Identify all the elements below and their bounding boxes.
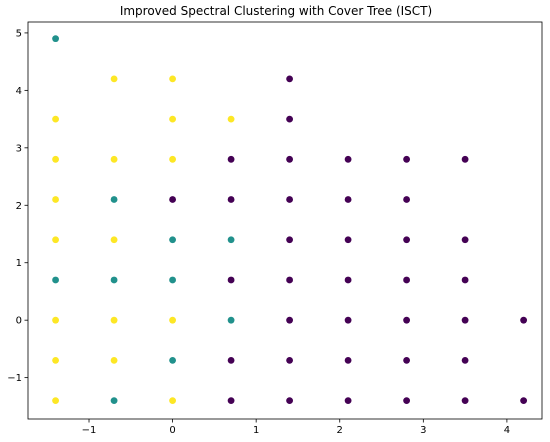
y-tick-label: 0 (16, 316, 22, 327)
data-point-cluster-0 (461, 276, 469, 284)
data-point-cluster-2 (52, 316, 59, 324)
data-point-cluster-1 (169, 276, 176, 284)
data-point-cluster-2 (169, 316, 176, 324)
data-point-cluster-2 (52, 196, 59, 203)
data-point-cluster-0 (403, 397, 411, 405)
data-point-cluster-0 (344, 316, 352, 324)
data-point-cluster-0 (461, 236, 469, 244)
data-point-cluster-0 (461, 397, 469, 405)
plot-area (27, 21, 543, 420)
data-point-cluster-0 (169, 196, 176, 203)
data-point-cluster-2 (169, 155, 176, 163)
data-point-cluster-1 (227, 316, 235, 324)
data-point-cluster-0 (344, 196, 352, 203)
data-point-cluster-0 (344, 356, 352, 364)
data-point-cluster-1 (110, 397, 118, 405)
data-point-cluster-0 (286, 236, 293, 244)
data-point-cluster-2 (110, 356, 118, 364)
data-point-cluster-0 (403, 196, 411, 203)
data-point-cluster-0 (403, 155, 411, 163)
data-point-cluster-2 (110, 75, 118, 83)
data-point-cluster-0 (403, 316, 411, 324)
y-axis: −1 0 1 2 3 4 5 (7, 28, 28, 384)
data-point-cluster-0 (461, 356, 469, 364)
data-point-cluster-2 (110, 316, 118, 324)
data-point-cluster-2 (52, 397, 59, 405)
data-point-cluster-0 (286, 196, 293, 203)
data-point-cluster-2 (110, 236, 118, 244)
data-point-cluster-2 (110, 155, 118, 163)
data-point-cluster-1 (52, 276, 59, 284)
data-point-cluster-2 (169, 397, 176, 405)
data-point-cluster-0 (227, 397, 235, 405)
data-point-cluster-0 (403, 276, 411, 284)
data-point-cluster-0 (227, 356, 235, 364)
x-tick-label: −1 (82, 425, 97, 436)
x-tick-label: 2 (337, 425, 343, 436)
data-point-cluster-2 (169, 75, 176, 83)
data-point-cluster-0 (286, 276, 293, 284)
data-point-cluster-0 (286, 397, 293, 405)
x-axis: −1 0 1 2 3 4 (82, 419, 510, 436)
y-tick-label: 2 (16, 201, 22, 212)
data-point-cluster-0 (461, 155, 469, 163)
data-point-cluster-0 (403, 236, 411, 244)
y-tick-label: 1 (16, 258, 22, 269)
x-tick-label: 4 (504, 425, 510, 436)
data-point-cluster-0 (520, 397, 528, 405)
x-tick-label: 1 (253, 425, 259, 436)
data-point-cluster-0 (344, 236, 352, 244)
x-tick-label: 3 (420, 425, 426, 436)
data-point-cluster-2 (52, 356, 59, 364)
y-tick-label: 5 (16, 28, 22, 39)
data-point-cluster-2 (169, 115, 176, 123)
data-point-cluster-1 (227, 236, 235, 244)
data-point-cluster-0 (286, 316, 293, 324)
data-point-cluster-1 (169, 236, 176, 244)
data-point-cluster-0 (227, 155, 235, 163)
data-point-cluster-0 (344, 155, 352, 163)
data-points (52, 35, 528, 405)
data-point-cluster-0 (286, 155, 293, 163)
data-point-cluster-2 (52, 236, 59, 244)
data-point-cluster-1 (52, 35, 59, 43)
data-point-cluster-2 (227, 115, 235, 123)
chart-title: Improved Spectral Clustering with Cover … (120, 4, 432, 18)
data-point-cluster-2 (52, 115, 59, 123)
x-tick-label: 0 (169, 425, 175, 436)
y-tick-label: −1 (7, 373, 22, 384)
y-tick-label: 3 (16, 143, 22, 154)
data-point-cluster-1 (110, 276, 118, 284)
data-point-cluster-0 (286, 115, 293, 123)
data-point-cluster-0 (461, 316, 469, 324)
data-point-cluster-0 (286, 75, 293, 83)
y-tick-label: 4 (16, 86, 22, 97)
data-point-cluster-0 (286, 356, 293, 364)
data-point-cluster-0 (403, 356, 411, 364)
data-point-cluster-0 (227, 276, 235, 284)
data-point-cluster-2 (52, 155, 59, 163)
data-point-cluster-1 (169, 356, 176, 364)
data-point-cluster-1 (110, 196, 118, 203)
data-point-cluster-0 (227, 196, 235, 203)
data-point-cluster-0 (520, 316, 528, 324)
data-point-cluster-0 (344, 276, 352, 284)
data-point-cluster-0 (344, 397, 352, 405)
